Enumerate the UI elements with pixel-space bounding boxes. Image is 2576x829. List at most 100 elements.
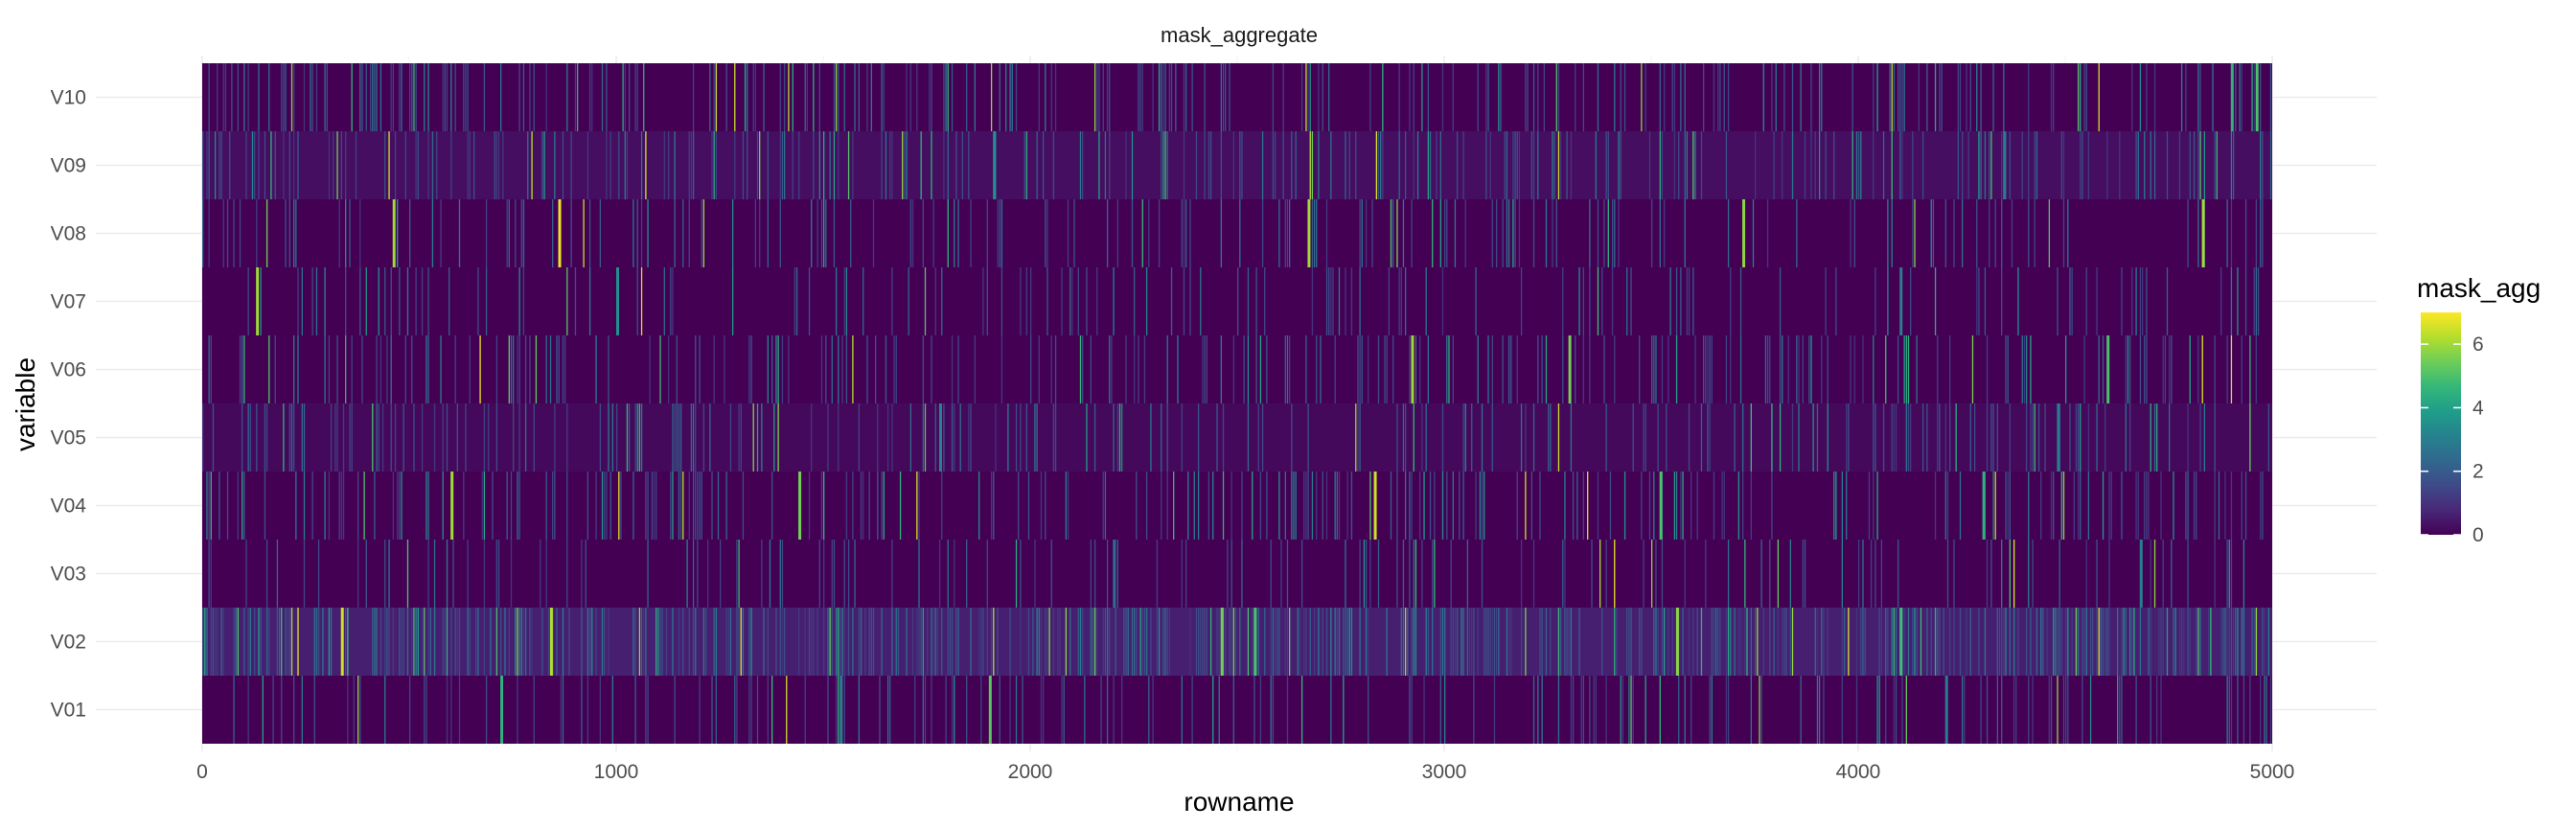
heatmap-cell xyxy=(1090,608,1092,676)
heatmap-cell xyxy=(533,403,535,472)
heatmap-cell xyxy=(495,335,498,403)
heatmap-cell xyxy=(1407,608,1409,676)
heatmap-cell xyxy=(891,540,893,608)
heatmap-cell xyxy=(293,335,295,403)
heatmap-cell xyxy=(2021,131,2023,199)
heatmap-cell xyxy=(2264,608,2266,676)
heatmap-cell xyxy=(2150,676,2151,744)
heatmap-cell xyxy=(258,608,260,676)
heatmap-cell xyxy=(1791,403,1794,472)
heatmap-cell xyxy=(1680,267,1682,335)
heatmap-cell xyxy=(510,335,513,403)
heatmap-cell xyxy=(610,131,611,199)
heatmap-cell xyxy=(1098,131,1100,199)
heatmap-cell xyxy=(1427,608,1430,676)
heatmap-cell xyxy=(740,403,742,472)
heatmap-cell xyxy=(1015,403,1018,472)
heatmap-cell xyxy=(2067,676,2069,744)
heatmap-cell xyxy=(212,403,215,472)
heatmap-cell xyxy=(1798,335,1800,403)
heatmap-cell xyxy=(1311,267,1314,335)
heatmap-cell xyxy=(233,608,235,676)
heatmap-cell xyxy=(831,540,833,608)
heatmap-cell xyxy=(729,608,732,676)
heatmap-cell xyxy=(278,608,281,676)
heatmap-cell xyxy=(1104,608,1107,676)
heatmap-cell xyxy=(870,63,872,131)
heatmap-cell xyxy=(390,403,392,472)
heatmap-cell xyxy=(345,199,347,267)
heatmap-cell xyxy=(483,472,486,540)
heatmap-cell xyxy=(891,131,893,199)
heatmap-cell xyxy=(206,608,208,676)
heatmap-cell xyxy=(388,540,390,608)
heatmap-cell xyxy=(1644,63,1646,131)
heatmap-cell xyxy=(1000,267,1003,335)
heatmap-cell xyxy=(1891,131,1893,199)
heatmap-cell xyxy=(831,335,833,403)
heatmap-cell xyxy=(581,608,583,676)
heatmap-cell xyxy=(632,199,634,267)
heatmap-cell xyxy=(692,63,695,131)
heatmap-cell xyxy=(1212,472,1214,540)
heatmap-cell xyxy=(1127,608,1129,676)
heatmap-cell xyxy=(1978,608,1980,676)
heatmap-cell xyxy=(518,403,520,472)
heatmap-cell xyxy=(1502,199,1504,267)
heatmap-cell xyxy=(1222,472,1225,540)
heatmap-cell xyxy=(1295,131,1297,199)
heatmap-cell xyxy=(2144,335,2146,403)
heatmap-cell xyxy=(554,403,556,472)
heatmap-cell xyxy=(1870,540,1873,608)
heatmap-cell xyxy=(1725,608,1728,676)
heatmap-cell xyxy=(202,403,204,472)
heatmap-cell xyxy=(274,131,276,199)
heatmap-cell xyxy=(1855,131,1858,199)
heatmap-cell xyxy=(713,63,715,131)
heatmap-cell xyxy=(1432,199,1434,267)
heatmap-cell xyxy=(1200,608,1202,676)
heatmap-cell xyxy=(1895,403,1898,472)
heatmap-cell xyxy=(564,335,566,403)
heatmap-cell xyxy=(401,63,402,131)
heatmap-cell xyxy=(606,131,608,199)
heatmap-cell xyxy=(1286,335,1289,403)
heatmap-cell xyxy=(2257,267,2260,335)
heatmap-cell xyxy=(1541,676,1543,744)
heatmap-cell xyxy=(720,540,722,608)
heatmap-cell xyxy=(1093,540,1096,608)
heatmap-cell xyxy=(2187,540,2189,608)
heatmap-cell xyxy=(2034,199,2036,267)
heatmap-cell xyxy=(2230,63,2234,131)
heatmap-row-bg xyxy=(202,63,2272,131)
heatmap-cell xyxy=(1525,63,1527,131)
heatmap-cell xyxy=(1100,676,1102,744)
heatmap-cell xyxy=(941,608,943,676)
heatmap-cell xyxy=(1027,472,1030,540)
heatmap-cell xyxy=(1209,608,1212,676)
heatmap-cell xyxy=(1396,199,1398,267)
heatmap-cell xyxy=(1477,335,1479,403)
heatmap-cell xyxy=(2125,335,2127,403)
heatmap-cell xyxy=(1946,472,1949,540)
heatmap-cell xyxy=(492,472,494,540)
heatmap-cell xyxy=(1589,267,1591,335)
heatmap-cell xyxy=(1106,63,1109,131)
heatmap-cell xyxy=(1976,63,1978,131)
heatmap-cell xyxy=(2224,472,2226,540)
heatmap-cell xyxy=(1477,63,1479,131)
heatmap-cell xyxy=(1038,335,1040,403)
heatmap-cell xyxy=(1475,267,1477,335)
heatmap-cell xyxy=(1239,131,1241,199)
heatmap-cell xyxy=(1432,608,1434,676)
heatmap-cell xyxy=(831,608,833,676)
heatmap-cell xyxy=(402,608,404,676)
heatmap-cell xyxy=(1334,608,1336,676)
heatmap-cell xyxy=(345,608,347,676)
heatmap-cell xyxy=(2260,199,2262,267)
heatmap-cell xyxy=(2005,472,2007,540)
heatmap-cell xyxy=(2073,472,2075,540)
heatmap-cell xyxy=(2007,335,2009,403)
heatmap-cell xyxy=(840,676,843,744)
heatmap-cell xyxy=(588,608,591,676)
